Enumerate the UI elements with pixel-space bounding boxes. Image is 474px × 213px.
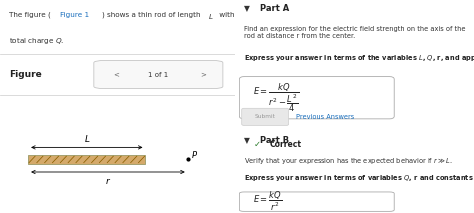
- Text: Submit: Submit: [255, 114, 275, 119]
- Text: $L$: $L$: [83, 133, 90, 144]
- Text: Express your answer in terms of the variables $L$, $Q$, r, and appropriate const: Express your answer in terms of the vari…: [244, 53, 474, 63]
- Text: <: <: [114, 72, 119, 78]
- Text: $r$: $r$: [105, 176, 111, 186]
- Text: Express your answer in terms of variables $Q$, r and constants $\pi$, $\varepsil: Express your answer in terms of variable…: [244, 174, 474, 184]
- Text: 1 of 1: 1 of 1: [147, 72, 168, 78]
- Text: ✓: ✓: [254, 140, 260, 149]
- Text: $E = \dfrac{kQ}{r^2 - \dfrac{L^2}{4}}$: $E = \dfrac{kQ}{r^2 - \dfrac{L^2}{4}}$: [254, 81, 300, 114]
- Text: $L$: $L$: [208, 12, 213, 21]
- Text: ) shows a thin rod of length: ) shows a thin rod of length: [102, 12, 203, 18]
- FancyBboxPatch shape: [94, 60, 223, 89]
- FancyBboxPatch shape: [239, 77, 394, 119]
- Text: $P$: $P$: [191, 149, 198, 160]
- Text: $E = \dfrac{kQ}{r^2}$: $E = \dfrac{kQ}{r^2}$: [254, 190, 283, 213]
- Text: >: >: [201, 72, 207, 78]
- Text: Correct: Correct: [270, 140, 302, 149]
- Text: Previous Answers: Previous Answers: [296, 114, 354, 120]
- Text: ▼: ▼: [244, 136, 250, 145]
- Text: Figure: Figure: [9, 70, 42, 79]
- Text: Part A: Part A: [261, 4, 290, 13]
- FancyBboxPatch shape: [242, 108, 289, 125]
- Text: Part B: Part B: [261, 136, 290, 145]
- Text: Verify that your expression has the expected behavior if $r \gg L$.: Verify that your expression has the expe…: [244, 156, 453, 166]
- Text: ▼: ▼: [244, 4, 250, 13]
- Text: Figure 1: Figure 1: [60, 12, 89, 18]
- FancyBboxPatch shape: [239, 192, 394, 211]
- Text: Find an expression for the electric field strength on the axis of the rod at dis: Find an expression for the electric fiel…: [244, 26, 465, 39]
- Text: The figure (: The figure (: [9, 12, 51, 18]
- FancyBboxPatch shape: [239, 133, 394, 156]
- Bar: [28, 155, 146, 164]
- Text: total charge $Q$.: total charge $Q$.: [9, 36, 65, 46]
- Text: with: with: [217, 12, 235, 18]
